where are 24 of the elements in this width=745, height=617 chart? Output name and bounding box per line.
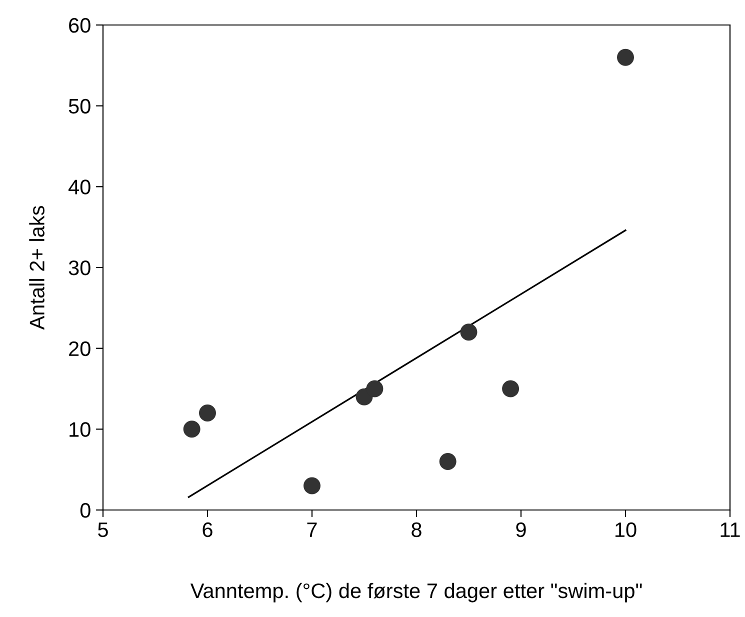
point bbox=[616, 48, 634, 66]
x-tick-label: 5 bbox=[98, 522, 108, 538]
point bbox=[303, 477, 321, 494]
x-tick-label: 8 bbox=[412, 522, 422, 538]
y-tick-label: 30 bbox=[68, 260, 90, 276]
point bbox=[502, 380, 520, 398]
point bbox=[183, 420, 200, 438]
point bbox=[460, 324, 478, 341]
y-tick-label: 60 bbox=[69, 18, 90, 33]
x-tick-label: 6 bbox=[202, 522, 212, 538]
point bbox=[439, 452, 456, 470]
x-tick-label: 9 bbox=[516, 522, 526, 538]
point bbox=[366, 380, 384, 398]
x-tick-label: 11 bbox=[720, 522, 740, 537]
y-axis-title: Antall 2+ laks bbox=[29, 206, 44, 330]
x-tick-label: 10 bbox=[616, 522, 636, 538]
x-axis-title: Vanntemp. (°C) de første 7 dager etter "swim-up" bbox=[190, 582, 642, 602]
point bbox=[198, 404, 216, 422]
y-tick-label: 40 bbox=[68, 180, 90, 194]
y-tick-label: 10 bbox=[70, 422, 90, 437]
y-tick-label: 0 bbox=[80, 503, 90, 518]
y-tick-label: 50 bbox=[68, 98, 90, 114]
x-tick-label: 7 bbox=[307, 522, 317, 537]
y-tick-label: 20 bbox=[69, 341, 90, 356]
